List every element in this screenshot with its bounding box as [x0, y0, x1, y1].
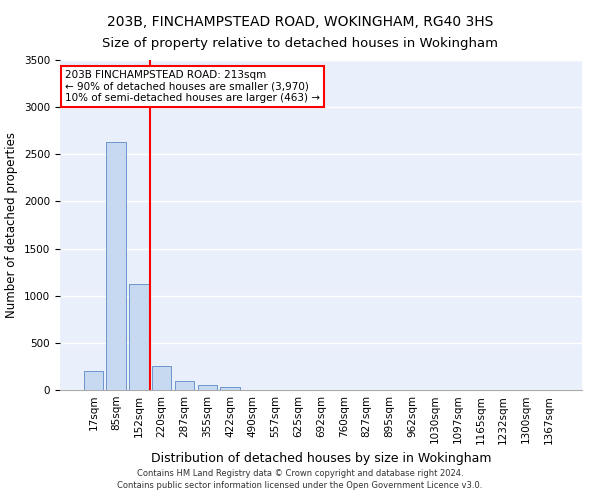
Text: Contains HM Land Registry data © Crown copyright and database right 2024.: Contains HM Land Registry data © Crown c…: [137, 468, 463, 477]
Text: Contains public sector information licensed under the Open Government Licence v3: Contains public sector information licen…: [118, 481, 482, 490]
Bar: [220, 388, 239, 390]
X-axis label: Distribution of detached houses by size in Wokingham: Distribution of detached houses by size …: [151, 452, 491, 465]
Y-axis label: Number of detached properties: Number of detached properties: [5, 132, 19, 318]
Text: 203B FINCHAMPSTEAD ROAD: 213sqm
← 90% of detached houses are smaller (3,970)
10%: 203B FINCHAMPSTEAD ROAD: 213sqm ← 90% of…: [65, 70, 320, 103]
Bar: [84, 370, 103, 390]
Bar: [197, 386, 217, 390]
Text: Size of property relative to detached houses in Wokingham: Size of property relative to detached ho…: [102, 38, 498, 51]
Bar: [106, 142, 126, 390]
Text: 203B, FINCHAMPSTEAD ROAD, WOKINGHAM, RG40 3HS: 203B, FINCHAMPSTEAD ROAD, WOKINGHAM, RG4…: [107, 15, 493, 29]
Bar: [129, 284, 149, 390]
Bar: [175, 381, 194, 390]
Bar: [152, 366, 172, 390]
